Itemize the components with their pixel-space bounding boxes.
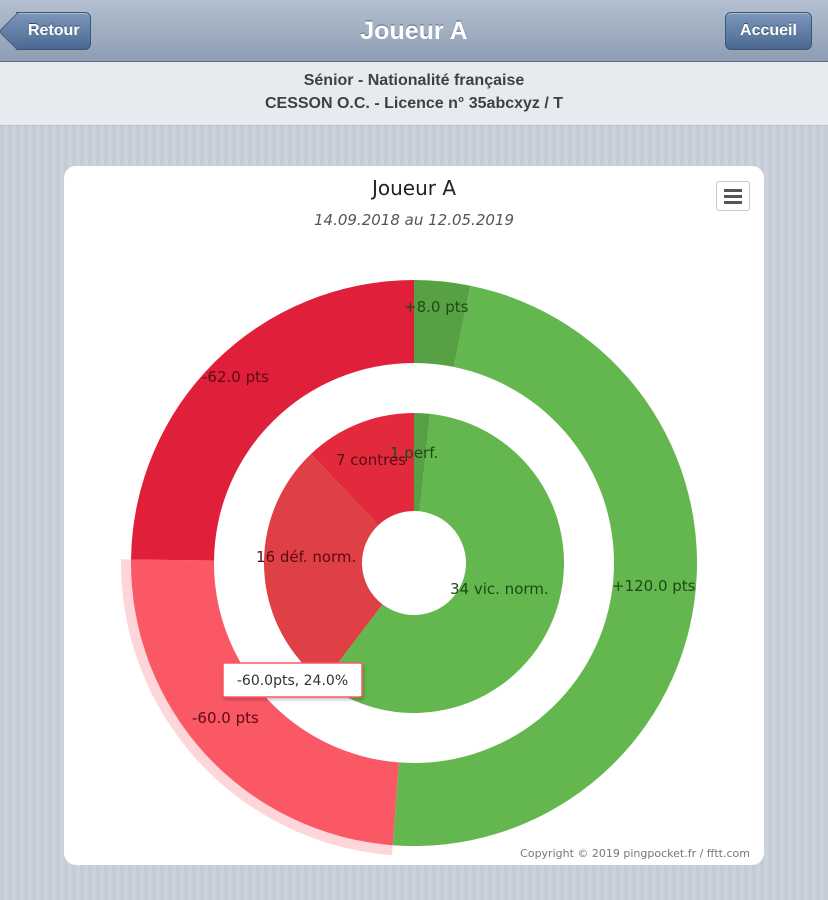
chart-tooltip: -60.0pts, 24.0%: [222, 662, 363, 698]
inner-slice-34-vic-norm[interactable]: [323, 413, 564, 713]
outer-label-60-0-pts: -60.0 pts: [192, 709, 259, 727]
chart-subtitle: 14.09.2018 au 12.05.2019: [313, 211, 514, 229]
inner-slice-7-contres[interactable]: [310, 413, 414, 526]
outer-label-120-0-pts: +120.0 pts: [612, 577, 696, 595]
donut-chart: +8.0 pts +120.0 pts -60.0 pts -62.0 pts 1 pe…: [120, 280, 698, 856]
inner-label-7-contres: 7 contres: [336, 451, 406, 469]
inner-slice-16-d-f-norm[interactable]: [264, 454, 383, 683]
copyright-text: Copyright © 2019 pingpocket.fr / fftt.co…: [520, 847, 750, 860]
inner-label-1-perf: 1 perf.: [390, 444, 438, 462]
back-button[interactable]: Retour: [0, 12, 91, 51]
outer-label-8-0-pts: +8.0 pts: [404, 298, 469, 316]
outer-slice-60-0-pts[interactable]: [131, 559, 399, 846]
inner-label-34-vic-norm: 34 vic. norm.: [450, 580, 549, 598]
chart-card: +8.0 pts +120.0 pts -60.0 pts -62.0 pts 1 pe…: [64, 166, 764, 865]
outer-slice-8-0-pts[interactable]: [414, 280, 471, 368]
outer-slice-120-0-pts[interactable]: [392, 285, 698, 846]
outer-label-62-0-pts: -62.0 pts: [202, 368, 269, 386]
back-button-label: Retour: [28, 22, 80, 39]
player-category: Sénior - Nationalité française: [303, 72, 525, 89]
chart-tooltip-text: -60.0pts, 24.0%: [237, 673, 348, 689]
page-title: Joueur A: [360, 17, 468, 45]
home-button[interactable]: Accueil: [725, 12, 812, 50]
player-info-header: Sénior - Nationalité française CESSON O.…: [0, 62, 828, 126]
inner-slice-1-perf[interactable]: [414, 413, 431, 512]
inner-label-16-d-f-norm: 16 déf. norm.: [256, 548, 356, 566]
navigation-bar: Joueur A Retour Accueil: [0, 0, 828, 62]
chart-title: Joueur A: [371, 176, 457, 200]
outer-slice-62-0-pts[interactable]: [131, 280, 414, 561]
player-club-licence: CESSON O.C. - Licence n° 35abcxyz / T: [264, 95, 564, 112]
hamburger-icon[interactable]: [716, 181, 750, 211]
